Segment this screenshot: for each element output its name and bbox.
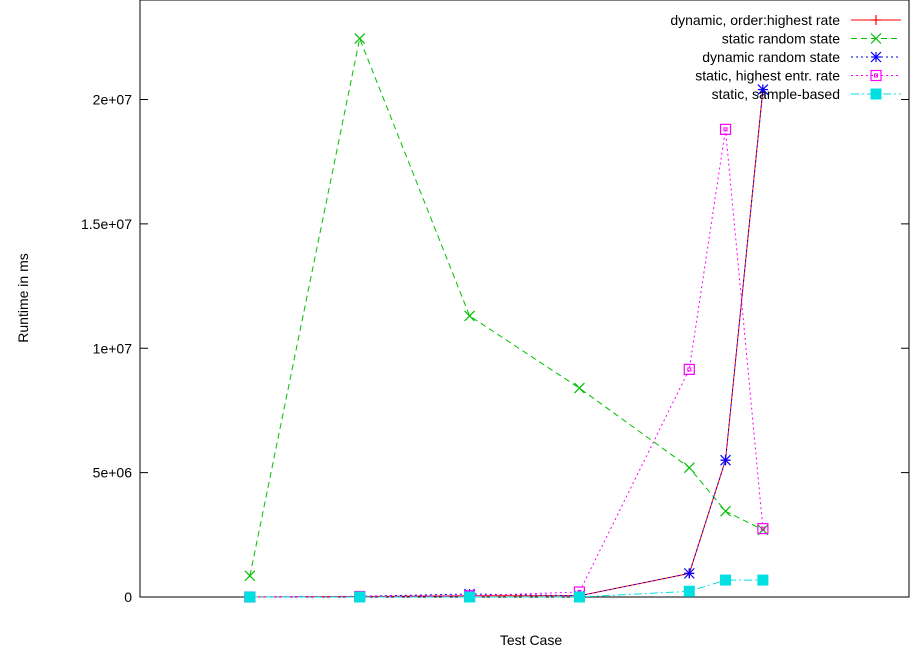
series-line xyxy=(249,89,764,598)
data-point xyxy=(683,585,695,597)
legend-item: dynamic, order:highest rate xyxy=(670,12,901,28)
series-line xyxy=(249,129,764,598)
legend-label: static, highest entr. rate xyxy=(695,68,840,84)
legend-marker xyxy=(871,15,881,25)
data-point xyxy=(757,574,769,586)
data-point xyxy=(354,33,366,44)
legend-item: static random state xyxy=(722,31,901,47)
data-point xyxy=(244,570,256,582)
y-tick-label: 2e+07 xyxy=(93,92,133,108)
y-axis-label: Runtime in ms xyxy=(15,253,31,342)
y-axis: 0 5e+06 1e+07 1.5e+07 2e+07 xyxy=(81,92,909,605)
legend-item: dynamic random state xyxy=(702,49,901,65)
legend: dynamic, order:highest rate static random… xyxy=(670,12,901,102)
legend-marker xyxy=(870,33,882,44)
series-layer xyxy=(244,33,769,603)
data-point xyxy=(757,84,769,95)
legend-marker xyxy=(870,88,882,100)
series-5 xyxy=(244,574,769,603)
legend-marker xyxy=(870,51,882,63)
legend-label: dynamic, order:highest rate xyxy=(670,12,840,28)
data-point xyxy=(757,522,769,535)
data-point xyxy=(464,591,476,603)
legend-item: static, sample-based xyxy=(712,86,901,102)
legend-item: static, highest entr. rate xyxy=(695,68,901,84)
series-4 xyxy=(244,123,769,603)
legend-label: static random state xyxy=(722,31,840,47)
y-tick-label: 1.5e+07 xyxy=(81,216,132,232)
legend-label: static, sample-based xyxy=(712,86,840,102)
series-1 xyxy=(244,84,768,602)
data-point xyxy=(719,123,732,135)
series-3 xyxy=(244,84,769,603)
series-2 xyxy=(244,33,769,582)
data-point xyxy=(683,462,695,474)
data-point xyxy=(683,363,695,375)
data-point xyxy=(573,591,585,603)
data-point xyxy=(720,574,732,586)
data-point xyxy=(720,454,731,466)
data-point xyxy=(683,567,695,579)
series-line xyxy=(249,89,764,598)
legend-label: dynamic random state xyxy=(702,49,840,65)
y-tick-label: 5e+06 xyxy=(93,465,133,481)
data-point xyxy=(354,591,366,603)
legend-marker xyxy=(870,69,882,82)
data-point xyxy=(574,382,585,394)
x-axis-label: Test Case xyxy=(500,632,562,648)
y-tick-label: 1e+07 xyxy=(93,340,133,356)
series-line xyxy=(249,36,764,577)
y-tick-label: 0 xyxy=(124,589,132,605)
data-point xyxy=(720,505,731,517)
data-point xyxy=(244,591,256,603)
data-point xyxy=(464,310,475,322)
